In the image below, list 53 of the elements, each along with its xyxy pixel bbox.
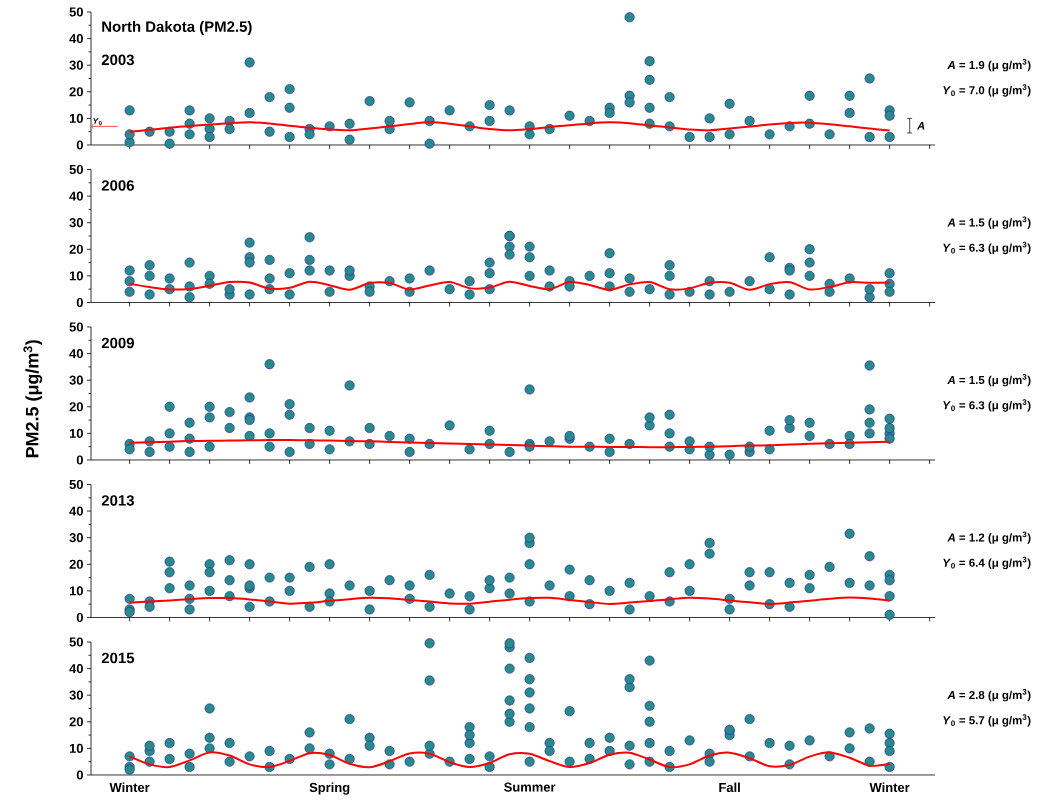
y-tick-label: 40: [69, 664, 83, 674]
y-tick-label: 50: [69, 7, 83, 17]
y-tick-label: 10: [69, 271, 83, 281]
text: 2009: [101, 337, 134, 349]
y-tick-label: 20: [69, 402, 83, 412]
y-tick-label: 0: [76, 297, 83, 308]
y-tick-label: 20: [69, 559, 83, 569]
x-tick-label: Spring: [309, 782, 350, 795]
y-tick-label: 30: [69, 533, 83, 543]
text: A = 1.5 (μ g/m$^{3}$): [947, 374, 1031, 387]
text: Y$_{0}$ = 6.4 (μ g/m$^{3}$): [943, 556, 1031, 570]
text: 2003: [101, 54, 134, 66]
text: A = 2.8 (μ g/m$^{3}$): [947, 689, 1031, 702]
text: A = 1.2 (μ g/m$^{3}$): [947, 531, 1031, 544]
y-tick-label: 30: [69, 690, 83, 700]
y-tick-label: 40: [69, 34, 83, 44]
y-tick-label: 50: [69, 637, 83, 647]
y-tick-label: 0: [76, 140, 83, 150]
y-tick-label: 30: [69, 218, 83, 228]
text: A: [916, 121, 925, 130]
x-tick-label: Fall: [719, 782, 740, 793]
y-tick-label: 30: [69, 375, 83, 385]
y-tick-label: 50: [69, 322, 83, 332]
y-axis-title: PM2.5 (μg/m$^{3}$): [23, 340, 43, 458]
text: Y$_{0}$ = 6.3 (μ g/m$^{3}$): [943, 241, 1031, 255]
y-tick-label: 40: [69, 349, 83, 359]
text: Y$_{0}$ = 7.0 (μ g/m$^{3}$): [943, 84, 1031, 97]
y-tick-label: 10: [69, 743, 83, 753]
text: 2013: [101, 495, 134, 506]
text: Y$_{0}$ = 6.3 (μ g/m$^{3}$): [943, 399, 1031, 412]
x-tick-label: Winter: [869, 782, 910, 793]
y-tick-label: 0: [76, 612, 83, 623]
y-tick-label: 20: [69, 717, 83, 727]
y-tick-label: 40: [69, 506, 83, 516]
y-tick-label: 10: [69, 113, 83, 123]
y-tick-label: 30: [69, 60, 83, 70]
y-tick-label: 20: [69, 244, 83, 254]
y-tick-label: 40: [69, 191, 83, 201]
text: Y$_{0}$ = 5.7 (μ g/m$^{3}$): [943, 714, 1031, 727]
text: A = 1.9 (μ g/m$^{3}$): [947, 59, 1031, 72]
y-tick-label: 10: [69, 586, 83, 596]
y-tick-label: 0: [76, 455, 83, 465]
text: 2006: [101, 180, 134, 191]
x-tick-label: Summer: [504, 782, 556, 792]
text: 2015: [101, 652, 135, 664]
text: A = 1.5 (μ g/m$^{3}$): [947, 216, 1031, 229]
y-tick-label: 50: [69, 479, 83, 490]
y-tick-label: 50: [69, 164, 83, 175]
y-tick-label: 0: [76, 770, 83, 780]
text: North Dakota (PM2.5): [102, 20, 252, 35]
x-tick-label: Winter: [109, 782, 150, 793]
y-tick-label: 10: [69, 428, 83, 438]
y-tick-label: 20: [69, 87, 83, 97]
